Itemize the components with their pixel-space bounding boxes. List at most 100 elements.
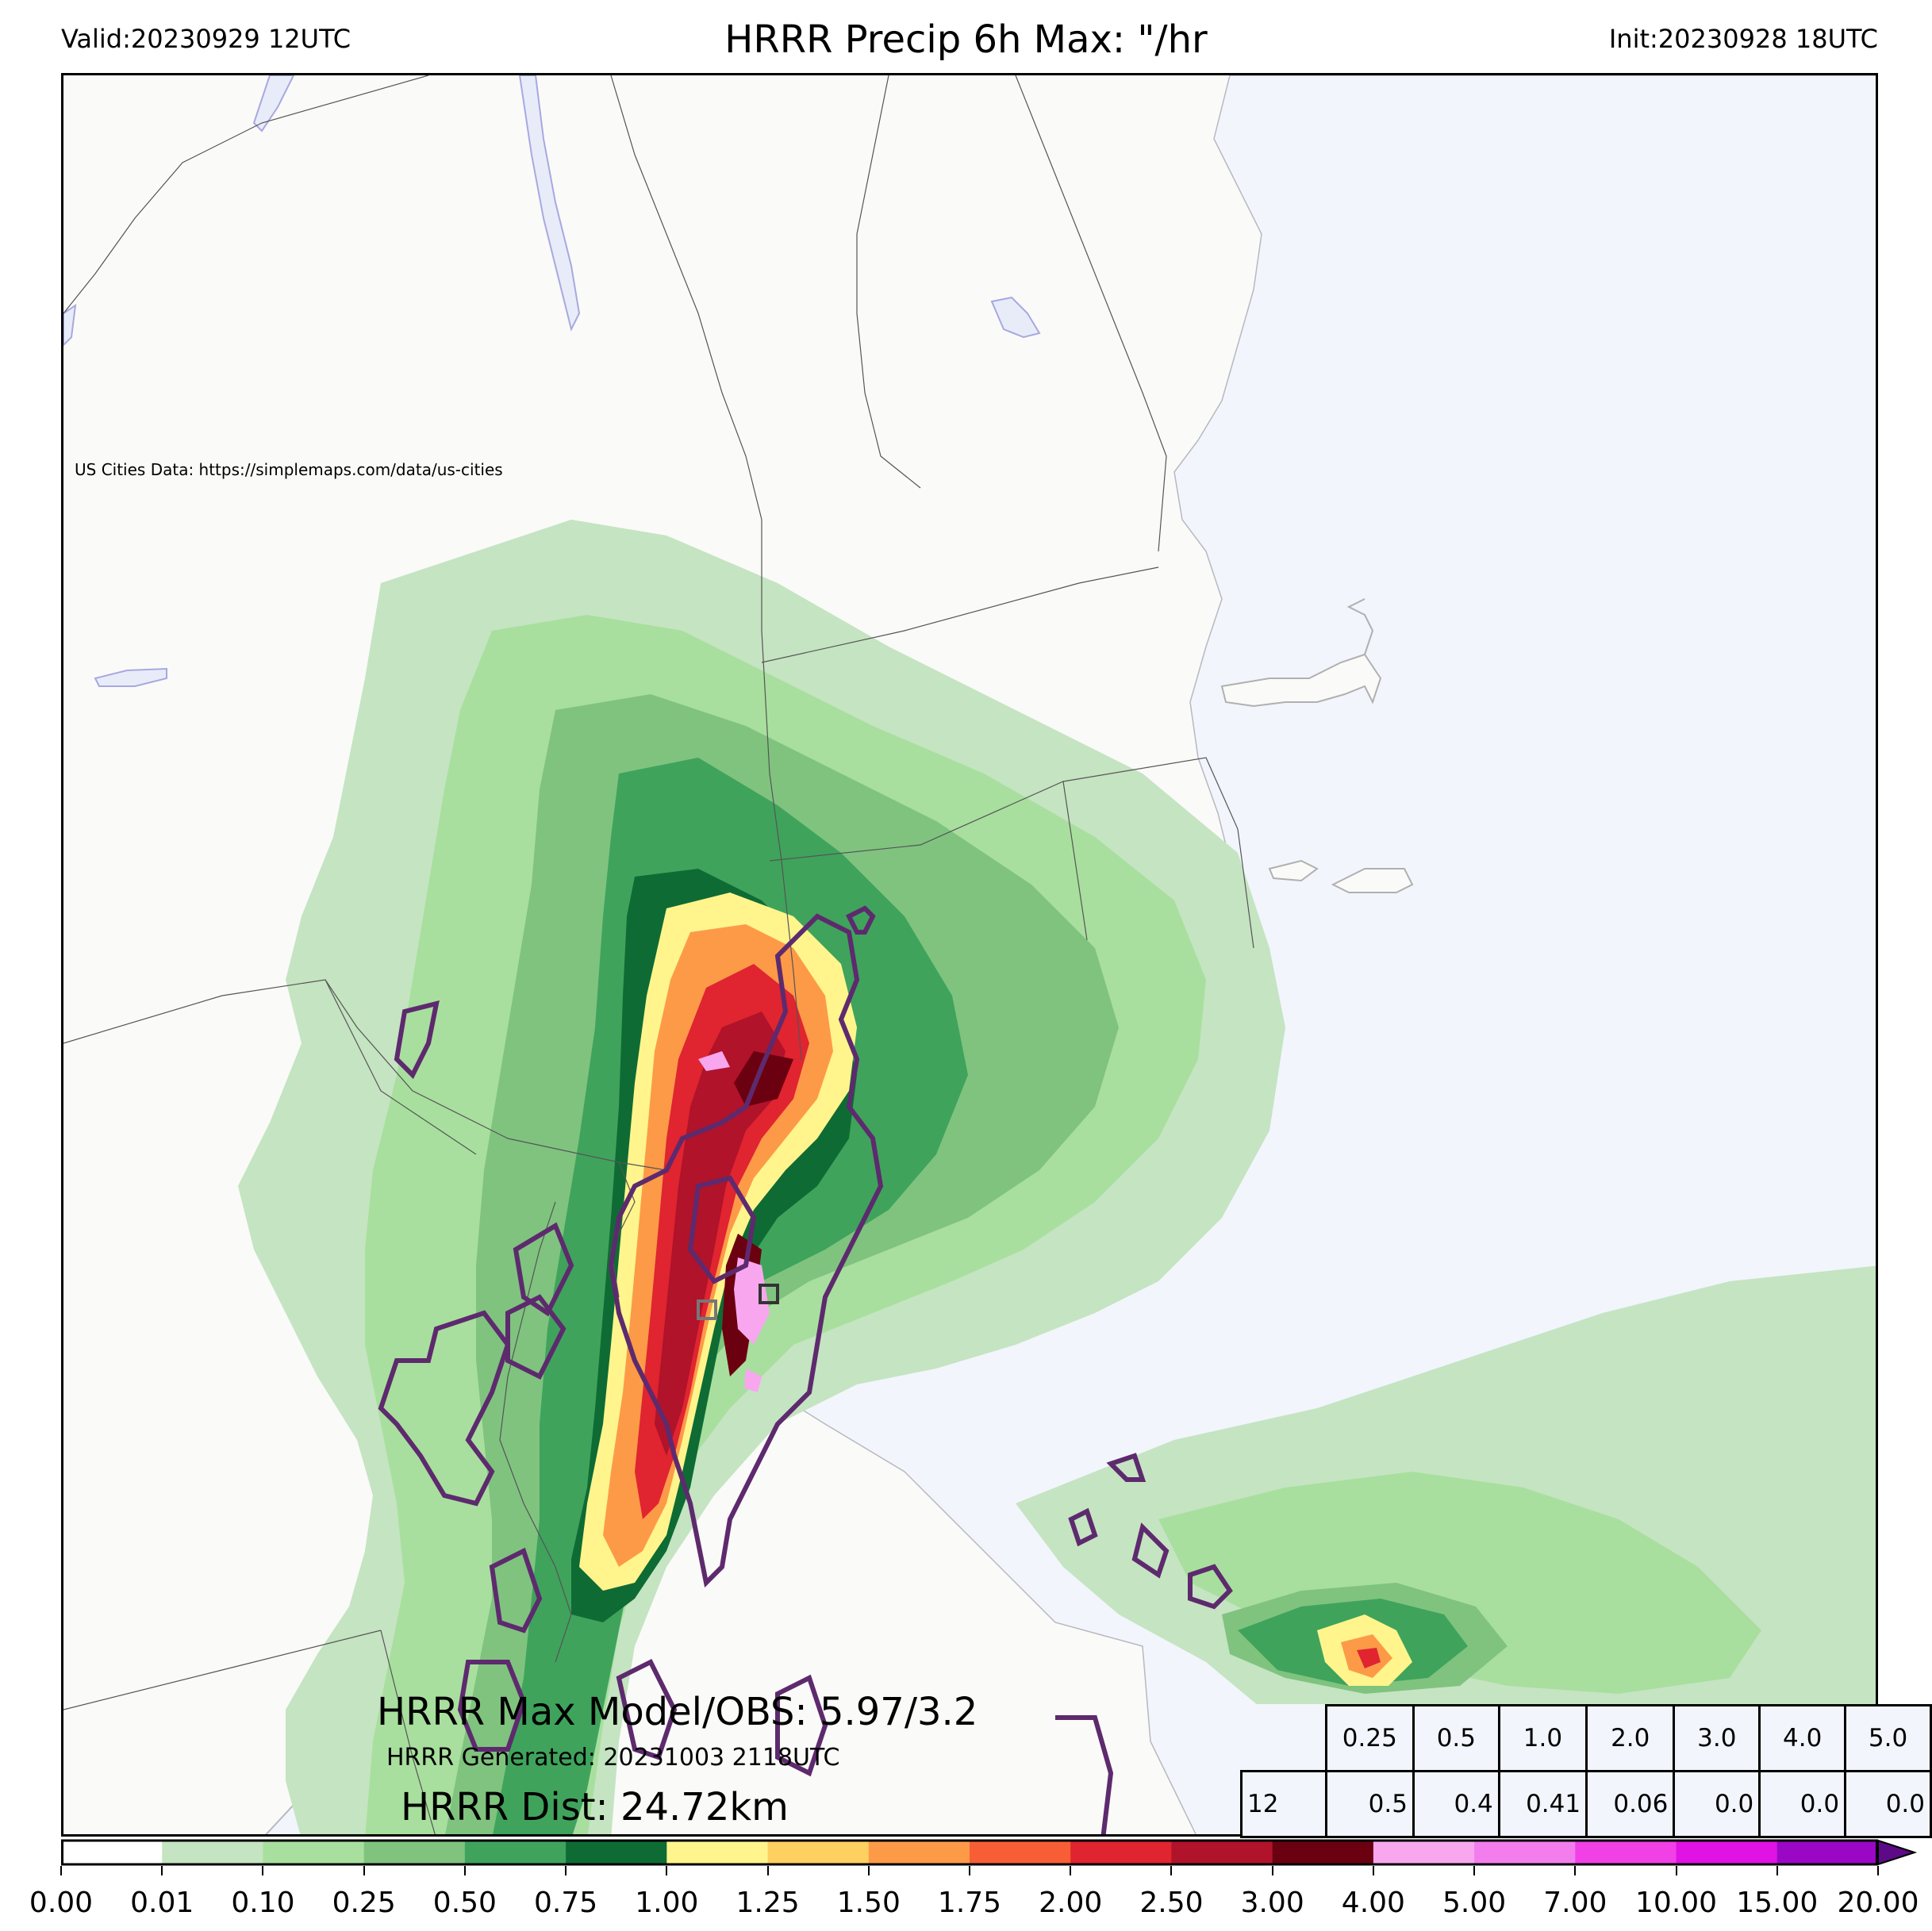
precip-4.00 [698, 1051, 770, 1392]
obs-station-marker [697, 1299, 717, 1320]
precip-field [238, 520, 1876, 1834]
colorbar-segment [1474, 1841, 1576, 1864]
island [1331, 868, 1414, 893]
colorbar-segment [1070, 1841, 1172, 1864]
lake [94, 667, 167, 687]
model-max-marker [759, 1284, 779, 1304]
precip-0.10-south [1158, 1472, 1761, 1694]
island [1268, 859, 1319, 882]
value-cell: 0.06 [1585, 1770, 1676, 1838]
colorbar-tick-mark [666, 1866, 668, 1875]
threshold-cell: 1.0 [1497, 1704, 1588, 1772]
threshold-cell: 5.0 [1844, 1704, 1932, 1772]
map-canvas [63, 75, 1876, 1834]
colorbar-tick-label: 0.75 [534, 1887, 598, 1919]
colorbar-tick-mark [1574, 1866, 1577, 1875]
colorbar-segment [1171, 1841, 1273, 1864]
colorbar-segment [464, 1841, 567, 1864]
colorbar-tick-label: 0.25 [332, 1887, 396, 1919]
colorbar-segment [666, 1841, 769, 1864]
valid-time: Valid:20230929 12UTC [61, 24, 351, 54]
generated-time: HRRR Generated: 20231003 2118UTC [386, 1744, 840, 1772]
colorbar-outline [61, 1839, 1878, 1866]
lake [63, 303, 77, 347]
colorbar-segment [1776, 1841, 1879, 1864]
threshold-cell: 0.25 [1324, 1704, 1415, 1772]
colorbar-tick-mark [1675, 1866, 1677, 1875]
threshold-table: 0.25 0.5 1.0 2.0 3.0 4.0 5.0 12 0.5 0.4 … [1240, 1704, 1932, 1838]
colorbar-extend-arrow [1877, 1839, 1918, 1866]
value-cell: 0.0 [1844, 1770, 1932, 1838]
colorbar-tick-mark [60, 1866, 62, 1875]
colorbar-segment [1272, 1841, 1374, 1864]
colorbar-tick-label: 1.25 [736, 1887, 800, 1919]
map-frame[interactable] [61, 73, 1878, 1837]
colorbar-segment [566, 1841, 667, 1864]
value-cell: 0.5 [1324, 1770, 1415, 1838]
colorbar-segment [162, 1841, 263, 1864]
colorbar-segment [363, 1841, 466, 1864]
colorbar-tick-label: 2.00 [1039, 1887, 1103, 1919]
colorbar-segment [61, 1841, 163, 1864]
colorbar-tick-label: 1.00 [635, 1887, 699, 1919]
threshold-cell: 0.5 [1412, 1704, 1500, 1772]
colorbar-tick-mark [463, 1866, 466, 1875]
init-time: Init:20230928 18UTC [1608, 24, 1878, 54]
colorbar-tick-mark [565, 1866, 567, 1875]
state-borders [63, 75, 1254, 1834]
colorbar-tick-mark [1271, 1866, 1273, 1875]
colorbar-tick-label: 5.00 [1442, 1887, 1507, 1919]
table-corner [1242, 1706, 1327, 1772]
colorbar-tick-label: 0.10 [231, 1887, 295, 1919]
data-credit: US Cities Data: https://simplemaps.com/d… [75, 460, 503, 479]
colorbar-segment [263, 1841, 365, 1864]
colorbar-tick-mark [1776, 1866, 1778, 1875]
threshold-row: 0.25 0.5 1.0 2.0 3.0 4.0 5.0 [1242, 1704, 1932, 1772]
colorbar-tick-label: 2.50 [1139, 1887, 1204, 1919]
threshold-cell: 3.0 [1673, 1704, 1761, 1772]
colorbar-tick-mark [1170, 1866, 1173, 1875]
threshold-cell: 4.0 [1758, 1704, 1847, 1772]
value-cell: 0.0 [1758, 1770, 1847, 1838]
colorbar-tick-label: 0.50 [432, 1887, 497, 1919]
obs-contours [378, 905, 1233, 1834]
row-label: 12 [1240, 1770, 1327, 1838]
colorbar-segment [1676, 1841, 1778, 1864]
cape-hook [1346, 598, 1374, 655]
colorbar-tick-mark [262, 1866, 264, 1875]
colorbar-tick-label: 7.00 [1543, 1887, 1607, 1919]
colorbar-tick-mark [867, 1866, 870, 1875]
colorbar-tick-label: 15.00 [1736, 1887, 1819, 1919]
cape-cod [1220, 653, 1382, 708]
colorbar-segment [767, 1841, 870, 1864]
colorbar-segment [1373, 1841, 1475, 1864]
precip-south-core-3 [1357, 1648, 1381, 1668]
colorbar-tick-mark [1070, 1866, 1072, 1875]
colorbar-tick-mark [969, 1866, 970, 1875]
colorbar-segment [1575, 1841, 1677, 1864]
colorbar-segment [868, 1841, 970, 1864]
colorbar-tick-label: 10.00 [1635, 1887, 1718, 1919]
value-cell: 0.0 [1673, 1770, 1761, 1838]
lake-champlain [518, 75, 581, 332]
value-cell: 0.41 [1497, 1770, 1588, 1838]
colorbar-tick-label: 3.00 [1240, 1887, 1304, 1919]
colorbar-tick-label: 20.00 [1837, 1887, 1919, 1919]
colorbar-tick-label: 1.50 [836, 1887, 901, 1919]
lake [252, 75, 295, 132]
hrrr-dist: HRRR Dist: 24.72km [401, 1785, 789, 1829]
values-row: 12 0.5 0.4 0.41 0.06 0.0 0.0 0.0 [1240, 1770, 1932, 1838]
precip-2.50 [655, 1012, 785, 1456]
value-cell: 0.4 [1412, 1770, 1500, 1838]
max-model-obs: HRRR Max Model/OBS: 5.97/3.2 [377, 1690, 978, 1734]
colorbar-tick-mark [161, 1866, 163, 1875]
page-title: HRRR Precip 6h Max: "/hr [724, 17, 1208, 62]
colorbar-tick-label: 4.00 [1341, 1887, 1405, 1919]
colorbar-segment [970, 1841, 1071, 1864]
colorbar-tick-mark [1372, 1866, 1374, 1875]
colorbar-tick-mark [1877, 1866, 1879, 1875]
colorbar-tick-mark [766, 1866, 769, 1875]
threshold-cell: 2.0 [1585, 1704, 1676, 1772]
colorbar-tick-mark [363, 1866, 365, 1875]
colorbar-tick-label: 0.01 [130, 1887, 194, 1919]
